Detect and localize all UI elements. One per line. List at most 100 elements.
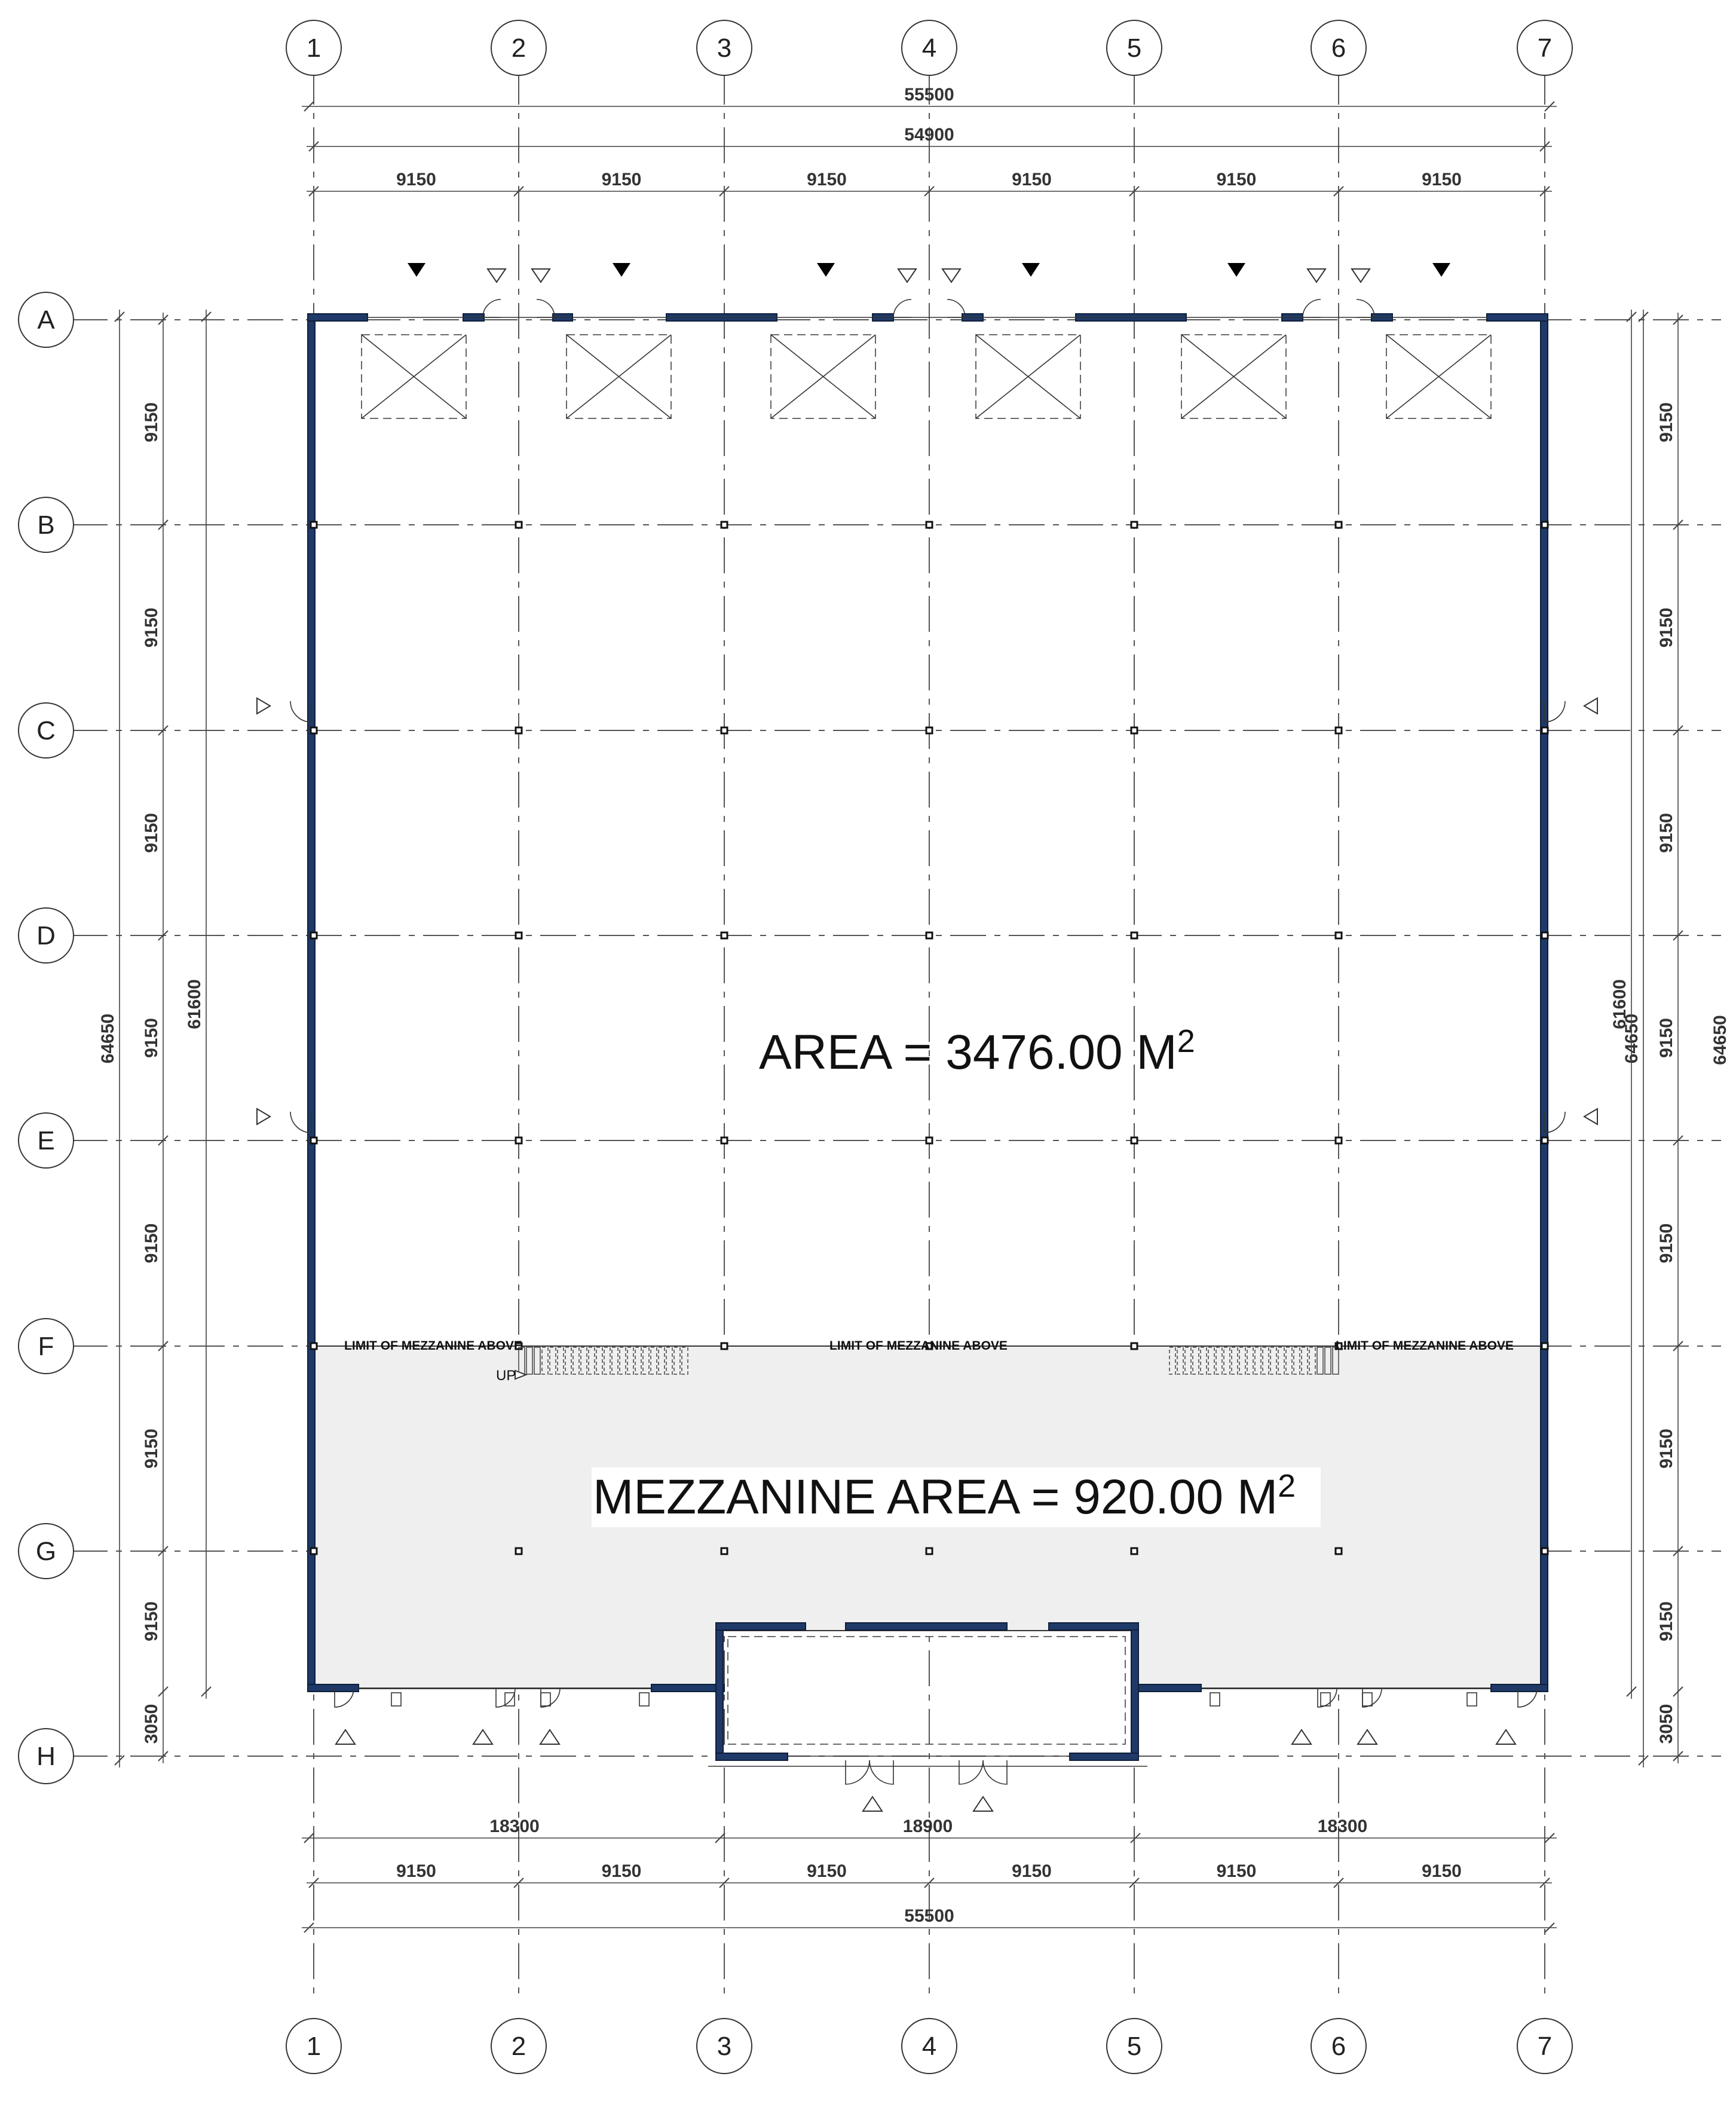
stair-west-tread-4 — [549, 1347, 556, 1375]
grid-bubble-1-bottom — [286, 2018, 342, 2074]
dim-top-bays-tick-3 — [924, 186, 935, 197]
north-door-marker-left-0 — [486, 268, 507, 283]
stair-west-tread-11 — [604, 1347, 611, 1375]
column-2B — [515, 521, 523, 529]
south-window-1 — [504, 1692, 515, 1707]
dim-bottom-overall-tick-1 — [1544, 1922, 1555, 1933]
stair-west-tread-16 — [642, 1347, 650, 1375]
column-7E — [1541, 1136, 1549, 1145]
wall-east — [1540, 313, 1548, 1692]
entrance-door-left-b — [869, 1760, 894, 1785]
loading-dock-pit-1 — [566, 334, 672, 419]
dim-left-bays-label-4: 9150 — [142, 1224, 161, 1264]
grid-bubble-label-4: 4 — [922, 2032, 936, 2061]
north-door-left-2 — [1302, 299, 1321, 318]
stair-east-tread-15 — [1215, 1347, 1223, 1375]
loading-bay-markers — [361, 263, 1492, 419]
column-4C — [925, 726, 933, 735]
column-3C — [720, 726, 728, 735]
column-4B — [925, 521, 933, 529]
stair-west-tread-19 — [666, 1347, 673, 1375]
dim-bottom-bays-tick-5 — [1333, 1877, 1344, 1888]
dim-top-overall-tick-1 — [1544, 101, 1555, 112]
west-door-1 — [290, 1111, 312, 1133]
column-3G — [720, 1547, 728, 1555]
grid-bubble-E — [18, 1112, 74, 1169]
grid-bubble-G — [18, 1523, 74, 1579]
grid-bubble-2-bottom — [491, 2018, 547, 2074]
stair-west-tread-9 — [588, 1347, 595, 1375]
grid-bubble-label-5: 5 — [1127, 2032, 1141, 2061]
dim-bottom-bays-label-0: 9150 — [396, 1861, 436, 1881]
dim-right-bays-label-5: 9150 — [1657, 1429, 1676, 1469]
grid-bubble-H — [18, 1728, 74, 1784]
dim-top-bays-tick-5 — [1333, 186, 1344, 197]
stair-west-tread-20 — [673, 1347, 681, 1375]
wall-west — [307, 313, 316, 1692]
grid-bubble-label-C: C — [36, 716, 56, 745]
dim-bottom-overall-label-0: 55500 — [904, 1906, 954, 1926]
mezzanine-label-backdrop — [592, 1467, 1321, 1527]
grid-bubble-4-bottom — [901, 2018, 957, 2074]
stair-west-tread-14 — [627, 1347, 634, 1375]
stair-east-tread-11 — [1247, 1347, 1254, 1375]
dim-bottom-overall-tick-0 — [304, 1922, 314, 1933]
dim-bottom-bays-label-3: 9150 — [1012, 1861, 1052, 1881]
dim-bottom-groups-label-2: 18300 — [1318, 1817, 1367, 1836]
stair-west-tread-10 — [596, 1347, 603, 1375]
grid-bubble-label-4: 4 — [922, 33, 936, 63]
stair-west-tread-17 — [650, 1347, 657, 1375]
dim-left-bays-tick-8 — [158, 1751, 169, 1762]
loading-dock-pit-2 — [770, 334, 876, 419]
entrance-wall-east — [1131, 1622, 1139, 1761]
stair-east-tread-12 — [1239, 1347, 1246, 1375]
dim-top-overall-tick-0 — [304, 101, 314, 112]
dim-left-bays-tick-4 — [158, 1135, 169, 1146]
column-5E — [1130, 1136, 1138, 1145]
stair-east-tread-1 — [1324, 1347, 1331, 1375]
dim-right-bays-label-2: 9150 — [1657, 813, 1676, 853]
dim-bottom-groups-tick-3 — [1544, 1833, 1555, 1843]
grid-bubble-label-E: E — [37, 1126, 54, 1155]
grid-bubble-label-G: G — [36, 1537, 56, 1566]
wall-north-segment-0 — [307, 313, 368, 322]
dim-bottom-bays-tick-1 — [513, 1877, 524, 1888]
grid-bubble-C — [18, 702, 74, 759]
dim-bottom-groups-label-0: 18300 — [489, 1817, 539, 1836]
stair-east-tread-10 — [1254, 1347, 1262, 1375]
stair-west-tread-1 — [526, 1347, 533, 1375]
dim-right-bays-label-0: 9150 — [1657, 402, 1676, 442]
column-4E — [925, 1136, 933, 1145]
wall-north-segment-9 — [1486, 313, 1548, 322]
wall-south-segment-3 — [1490, 1684, 1548, 1692]
grid-bubble-D — [18, 907, 74, 964]
south-entry-marker-0 — [335, 1729, 356, 1745]
south-entry-marker-3 — [1291, 1729, 1312, 1745]
stair-west-tread-21 — [681, 1347, 688, 1375]
grid-bubble-label-1: 1 — [307, 33, 321, 63]
column-1G — [310, 1547, 318, 1555]
column-7C — [1541, 726, 1549, 735]
grid-bubble-label-3: 3 — [717, 33, 731, 63]
dim-top-bays-tick-6 — [1539, 186, 1550, 197]
doors — [256, 268, 1598, 1785]
dim-left-bays-tick-5 — [158, 1341, 169, 1351]
grid-bubble-2-top — [491, 20, 547, 76]
grid-bubble-label-6: 6 — [1331, 2032, 1346, 2061]
column-3D — [720, 931, 728, 940]
north-door-marker-right-0 — [531, 268, 551, 283]
dim-right-bays-label-4: 9150 — [1657, 1224, 1676, 1264]
dim-left-bays-tick-0 — [158, 314, 169, 325]
stair-east-tread-4 — [1301, 1347, 1308, 1375]
entrance-wall-south-0 — [715, 1753, 788, 1761]
dim-left-inner-tick-1 — [201, 1686, 212, 1697]
east-door-0 — [1544, 701, 1566, 723]
dim-right-bays-tick-7 — [1673, 1686, 1683, 1697]
south-door-4 — [1362, 1687, 1382, 1708]
grid-bubble-6-top — [1311, 20, 1367, 76]
grid-bubble-label-A: A — [37, 305, 55, 335]
south-entry-marker-7 — [972, 1796, 994, 1812]
stair-east-tread-18 — [1192, 1347, 1199, 1375]
column-7B — [1541, 521, 1549, 529]
north-door-marker-left-1 — [897, 268, 917, 283]
